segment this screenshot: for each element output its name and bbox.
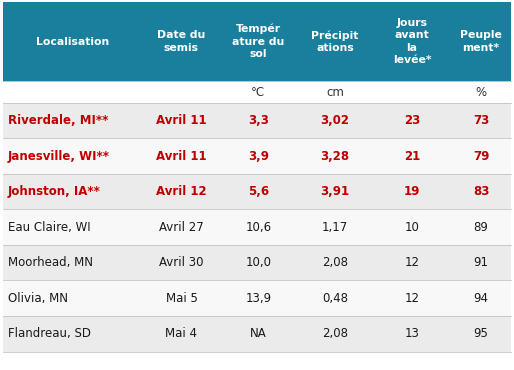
Text: Avril 12: Avril 12 <box>156 185 207 198</box>
Text: 12: 12 <box>405 292 419 305</box>
Text: 10: 10 <box>405 221 419 234</box>
Bar <box>3 280 511 316</box>
Text: Eau Claire, WI: Eau Claire, WI <box>8 221 90 234</box>
Text: Jours
avant
la
levée*: Jours avant la levée* <box>393 18 431 65</box>
Bar <box>3 245 511 280</box>
Text: 95: 95 <box>473 327 488 340</box>
Text: 13: 13 <box>405 327 419 340</box>
Text: 91: 91 <box>473 256 488 269</box>
Text: Avril 11: Avril 11 <box>156 114 207 127</box>
Text: 10,0: 10,0 <box>245 256 271 269</box>
Text: Date du
semis: Date du semis <box>157 30 206 53</box>
Text: 83: 83 <box>473 185 489 198</box>
Bar <box>3 209 511 245</box>
Text: 89: 89 <box>473 221 488 234</box>
Text: Tempér
ature du
sol: Tempér ature du sol <box>232 24 284 59</box>
Bar <box>3 138 511 174</box>
Text: Janesville, WI**: Janesville, WI** <box>8 149 109 163</box>
Text: 3,9: 3,9 <box>248 149 269 163</box>
Text: 3,28: 3,28 <box>321 149 350 163</box>
Text: 2,08: 2,08 <box>322 256 348 269</box>
Text: Peuple
ment*: Peuple ment* <box>460 30 502 53</box>
Text: Riverdale, MI**: Riverdale, MI** <box>8 114 108 127</box>
Text: Avril 30: Avril 30 <box>159 256 204 269</box>
Bar <box>3 81 511 103</box>
Text: Avril 27: Avril 27 <box>159 221 204 234</box>
Bar <box>3 103 511 138</box>
Text: Olivia, MN: Olivia, MN <box>8 292 68 305</box>
Text: 3,3: 3,3 <box>248 114 269 127</box>
Text: Localisation: Localisation <box>36 37 109 47</box>
Text: Mai 4: Mai 4 <box>166 327 197 340</box>
Text: cm: cm <box>326 85 344 99</box>
Text: 94: 94 <box>473 292 488 305</box>
Text: Mai 5: Mai 5 <box>166 292 197 305</box>
Text: °C: °C <box>251 85 265 99</box>
Bar <box>3 2 511 81</box>
Text: 5,6: 5,6 <box>248 185 269 198</box>
Text: Moorhead, MN: Moorhead, MN <box>8 256 93 269</box>
Text: 1,17: 1,17 <box>322 221 348 234</box>
Text: %: % <box>475 85 487 99</box>
Text: 23: 23 <box>404 114 420 127</box>
Text: 21: 21 <box>404 149 420 163</box>
Text: 10,6: 10,6 <box>245 221 271 234</box>
Bar <box>3 174 511 209</box>
Text: Johnston, IA**: Johnston, IA** <box>8 185 101 198</box>
Bar <box>3 316 511 352</box>
Text: Précipit
ations: Précipit ations <box>311 30 359 53</box>
Text: NA: NA <box>250 327 267 340</box>
Text: 19: 19 <box>404 185 420 198</box>
Text: 0,48: 0,48 <box>322 292 348 305</box>
Text: 3,02: 3,02 <box>321 114 350 127</box>
Text: 12: 12 <box>405 256 419 269</box>
Text: Flandreau, SD: Flandreau, SD <box>8 327 90 340</box>
Text: 13,9: 13,9 <box>245 292 271 305</box>
Text: 2,08: 2,08 <box>322 327 348 340</box>
Text: 79: 79 <box>473 149 489 163</box>
Text: Avril 11: Avril 11 <box>156 149 207 163</box>
Text: 73: 73 <box>473 114 489 127</box>
Text: 3,91: 3,91 <box>321 185 350 198</box>
